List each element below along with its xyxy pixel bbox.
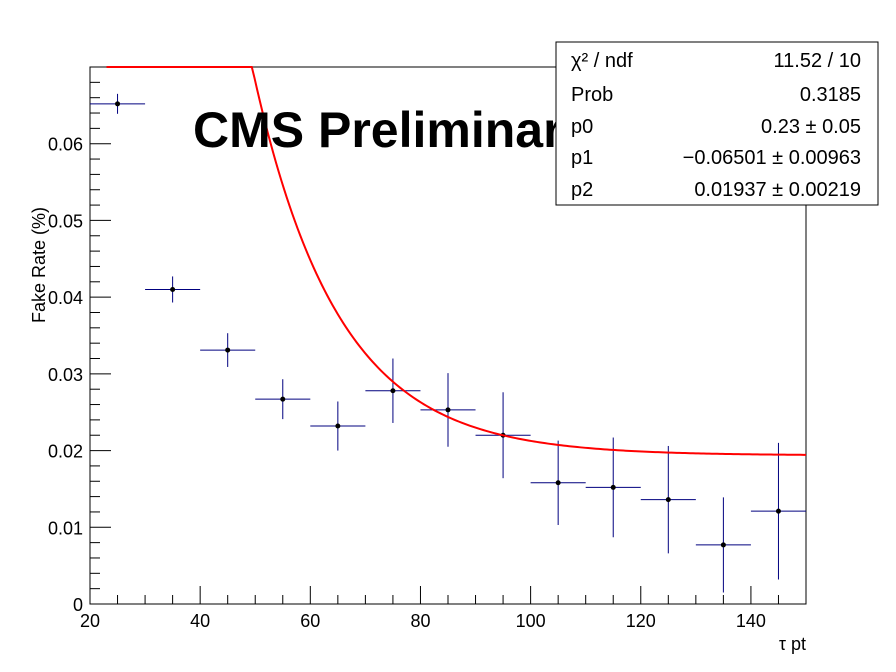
stats-value: −0.06501 ± 0.00963 — [683, 147, 861, 169]
data-point — [90, 93, 146, 114]
y-tick-label: 0.06 — [48, 135, 83, 155]
y-tick-label: 0.02 — [48, 442, 83, 462]
point-marker — [720, 542, 726, 548]
stats-value: 0.23 ± 0.05 — [761, 116, 861, 138]
x-tick-label: 120 — [626, 611, 656, 631]
point-marker — [665, 497, 671, 503]
point-marker — [335, 423, 341, 429]
data-point — [750, 442, 806, 580]
y-tick-labels: 0 0.01 0.02 0.03 0.04 0.05 0.06 — [48, 135, 83, 615]
x-tick-labels: 20 40 60 80 100 120 140 — [80, 611, 766, 631]
data-point — [530, 440, 586, 525]
data-point — [145, 276, 201, 303]
stats-label: p1 — [571, 147, 593, 169]
data-point — [365, 358, 421, 423]
y-tick-label: 0.03 — [48, 365, 83, 385]
point-marker — [445, 407, 451, 413]
axis-ticks — [89, 66, 807, 605]
stats-box-frame — [555, 41, 879, 206]
y-tick-label: 0.04 — [48, 288, 83, 308]
point-marker — [170, 286, 176, 292]
data-point — [640, 445, 696, 554]
point-marker — [280, 396, 286, 402]
y-tick-label: 0.05 — [48, 211, 83, 231]
stats-rows: χ² / ndf 11.52 / 10 Prob 0.3185 p0 0.23 ± 0.0… — [571, 50, 861, 201]
stats-label: Prob — [571, 84, 613, 106]
y-axis-title: Fake Rate (%) — [29, 207, 49, 323]
point-marker — [555, 480, 561, 486]
x-tick-label: 40 — [190, 611, 210, 631]
point-marker — [610, 484, 616, 490]
stats-value: 0.01937 ± 0.00219 — [694, 179, 861, 201]
stats-box: χ² / ndf 11.52 / 10 Prob 0.3185 p0 0.23 ± 0.0… — [555, 41, 879, 206]
data-point — [420, 373, 476, 447]
point-marker — [775, 508, 781, 514]
x-tick-label: 60 — [300, 611, 320, 631]
y-tick-label: 0.01 — [48, 518, 83, 538]
point-marker — [115, 101, 121, 107]
data-point — [200, 333, 256, 367]
stats-value: 0.3185 — [800, 84, 861, 106]
x-tick-label: 140 — [736, 611, 766, 631]
point-marker — [390, 388, 396, 394]
y-tick-label: 0 — [73, 595, 83, 615]
data-points — [90, 93, 806, 593]
stats-value: 11.52 / 10 — [774, 50, 861, 72]
point-marker — [225, 347, 231, 353]
stats-label: p0 — [571, 116, 593, 138]
stats-label: p2 — [571, 179, 593, 201]
data-point — [310, 401, 366, 451]
data-point — [585, 437, 641, 538]
x-axis-title: τ pt — [779, 634, 806, 654]
data-point — [695, 497, 751, 593]
data-point — [255, 379, 311, 420]
fit-curve — [106, 66, 807, 456]
x-tick-label: 80 — [410, 611, 430, 631]
x-tick-label: 20 — [80, 611, 100, 631]
cms-preliminary-label: CMS Preliminary — [193, 102, 591, 158]
stats-label: χ² / ndf — [571, 50, 633, 72]
x-tick-label: 100 — [516, 611, 546, 631]
